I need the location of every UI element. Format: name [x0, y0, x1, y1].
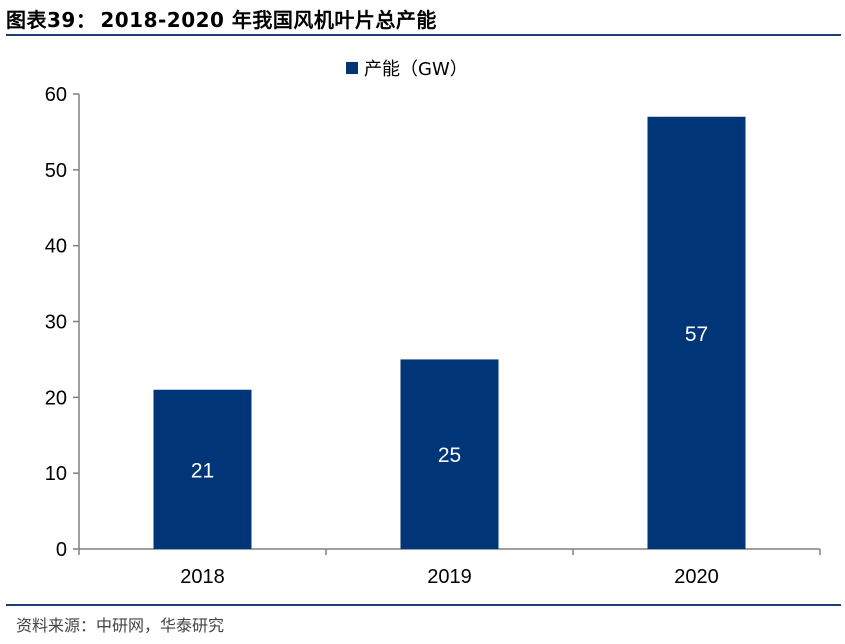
- bar: [153, 389, 252, 549]
- figure-title-text: 2018-2020 年我国风机叶片总产能: [100, 8, 437, 32]
- y-tick-label: 60: [45, 84, 67, 106]
- x-tick-label: 2018: [180, 566, 225, 588]
- data-label: 57: [685, 323, 708, 346]
- x-tick-label: 2019: [427, 566, 472, 588]
- y-tick-label: 10: [45, 463, 67, 485]
- y-tick-label: 20: [45, 387, 67, 409]
- x-tick-label: 2020: [674, 566, 719, 588]
- legend-label: 产能（GW）: [364, 59, 468, 80]
- y-tick-label: 50: [45, 160, 67, 182]
- y-tick-label: 0: [56, 539, 67, 561]
- bar-chart: 产能（GW） 0 10 20 30 40 50 60 21 2018 25 2019 57 2020: [45, 59, 821, 588]
- bar: [400, 359, 499, 549]
- legend-swatch: [346, 62, 358, 74]
- y-tick-label: 40: [45, 236, 67, 258]
- data-label: 21: [191, 459, 214, 482]
- source-note: 资料来源：中研网，华泰研究: [16, 616, 225, 635]
- top-rule: [6, 34, 841, 36]
- figure-title: 图表39： 2018-2020 年我国风机叶片总产能: [6, 4, 437, 33]
- bottom-rule: [6, 604, 841, 606]
- y-tick-label: 30: [45, 312, 67, 334]
- bar: [647, 116, 746, 549]
- data-label: 25: [438, 444, 461, 467]
- figure-label: 图表39：: [6, 8, 97, 32]
